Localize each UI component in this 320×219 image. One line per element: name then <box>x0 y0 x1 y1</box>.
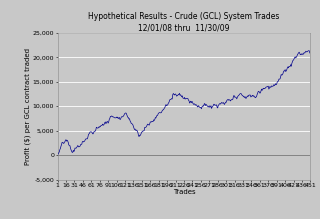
X-axis label: Trades: Trades <box>173 189 195 195</box>
Y-axis label: Profit ($) per GCL contract traded: Profit ($) per GCL contract traded <box>25 48 31 165</box>
Title: Hypothetical Results - Crude (GCL) System Trades
12/01/08 thru  11/30/09: Hypothetical Results - Crude (GCL) Syste… <box>88 12 280 32</box>
